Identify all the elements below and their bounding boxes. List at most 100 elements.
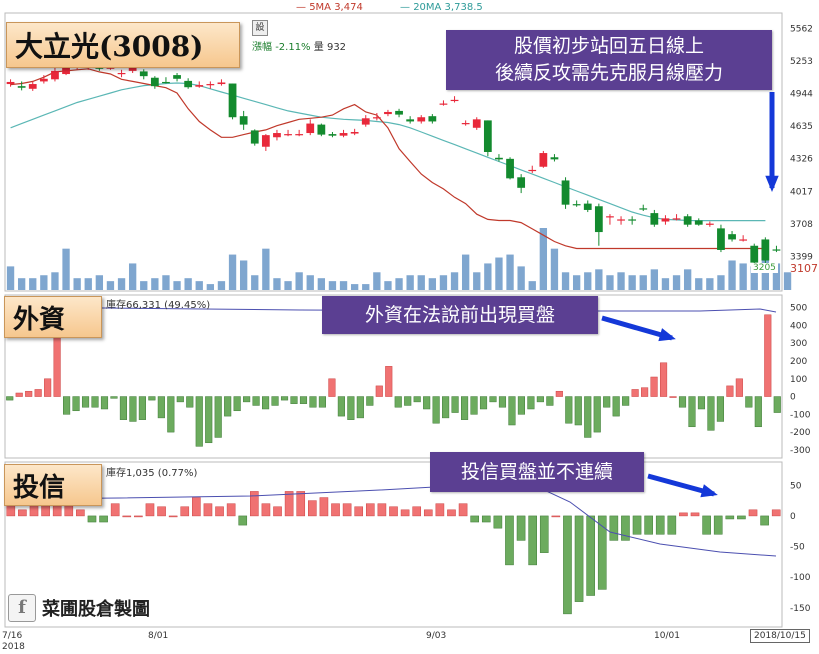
foreign-bar — [707, 396, 715, 431]
candle-body — [273, 133, 281, 138]
volume-bar — [450, 272, 459, 290]
candle-body — [328, 134, 337, 136]
foreign-bar — [328, 378, 336, 397]
foreign-bar — [119, 396, 128, 420]
candle-body — [51, 70, 59, 80]
foreign-bar — [81, 396, 90, 408]
volume-bar — [783, 272, 792, 290]
volume-bar — [373, 272, 381, 290]
volume-bar — [695, 278, 703, 290]
trust-bar — [308, 500, 317, 517]
candle-body — [6, 81, 15, 85]
candle-body — [472, 119, 481, 128]
foreign-bar — [546, 396, 554, 406]
volume-bar — [517, 266, 525, 290]
candle-body — [406, 119, 415, 122]
candle-body — [683, 216, 692, 225]
volume-bar — [306, 275, 314, 290]
volume-bar — [661, 278, 670, 290]
foreign-bar — [337, 396, 345, 417]
foreign-bar — [574, 396, 582, 426]
candle-body — [739, 239, 748, 241]
foreign-holding: 庫存66,331 (49.45%) — [106, 300, 211, 311]
volume-bar — [761, 260, 770, 290]
trust-arrow-head — [700, 484, 718, 498]
trust-bar — [702, 515, 711, 535]
candle-body — [17, 86, 26, 88]
volume-bar — [439, 275, 448, 290]
foreign-bar — [91, 396, 99, 408]
volume-bar — [561, 272, 570, 290]
foreign-bar — [176, 396, 184, 403]
volume-bar — [29, 278, 37, 290]
foreign-bar — [536, 396, 544, 403]
volume-bar — [739, 263, 747, 290]
foreign-bar — [735, 378, 743, 397]
trust-bar — [168, 515, 178, 518]
ma5-line — [10, 68, 766, 250]
price-y-tick-0: 5562 — [790, 25, 813, 35]
volume-bar — [550, 248, 559, 290]
trust-bar — [667, 515, 677, 535]
trust-bar — [400, 509, 410, 517]
trust-bar — [284, 491, 294, 517]
foreign-bar — [404, 396, 412, 406]
foreign-bar — [773, 396, 781, 413]
settings-button[interactable]: 設 — [252, 20, 268, 36]
volume-bar — [672, 275, 681, 290]
volume-bar — [228, 254, 237, 290]
trust-bar — [725, 515, 735, 520]
foreign-panel-frame — [4, 294, 783, 459]
candle-body — [384, 111, 392, 115]
foreign-bar — [375, 385, 383, 397]
candle-body — [317, 124, 326, 135]
candle-body — [717, 228, 725, 250]
volume-bar — [606, 275, 614, 290]
volume-bar — [206, 284, 215, 290]
trust-bar — [621, 515, 630, 541]
volume-bar — [117, 278, 126, 290]
volume-bar — [595, 269, 603, 290]
candle-body — [339, 133, 348, 136]
current-price: 3107. — [790, 262, 819, 275]
foreign-bar — [25, 390, 33, 397]
volume-bar — [173, 281, 181, 290]
volume-bar — [195, 281, 203, 290]
foreign-bar — [195, 396, 203, 447]
foreign-bar — [442, 396, 450, 419]
trust-bar — [470, 515, 479, 523]
trust-y-tick-0: 50 — [790, 481, 802, 491]
foreign-callout: 外資在法說前出現買盤 — [322, 296, 598, 334]
foreign-bar — [100, 396, 109, 410]
volume-bar — [140, 281, 148, 290]
volume-bar — [728, 260, 736, 290]
volume-bar — [151, 278, 159, 290]
foreign-bar — [138, 396, 146, 420]
volume-bar — [251, 275, 259, 290]
candle-body — [184, 80, 193, 88]
volume-bar — [495, 257, 503, 290]
foreign-bar — [517, 396, 525, 415]
volume-bar — [262, 248, 270, 290]
candle-body — [705, 223, 714, 225]
foreign-bar — [716, 396, 724, 422]
price-y-tick-6: 3708 — [790, 220, 813, 230]
volume-bar — [772, 263, 781, 290]
foreign-bar — [262, 396, 270, 410]
foreign-bar — [233, 396, 241, 412]
foreign-bar — [148, 396, 156, 401]
foreign-bar — [498, 396, 507, 408]
volume-bar — [95, 275, 104, 290]
price-panel-frame — [4, 12, 783, 292]
volume-bar — [528, 281, 536, 290]
trust-bar — [644, 515, 653, 535]
trust-bar — [574, 515, 584, 602]
x-label-aug: 8/01 — [148, 631, 169, 641]
trust-bar — [18, 509, 27, 517]
x-label-oct: 10/01 — [654, 631, 680, 641]
candle-body — [694, 220, 703, 225]
trust-bar — [99, 515, 108, 523]
ma20-line — [10, 82, 766, 222]
candle-body — [583, 203, 592, 210]
trust-bar — [354, 506, 364, 517]
